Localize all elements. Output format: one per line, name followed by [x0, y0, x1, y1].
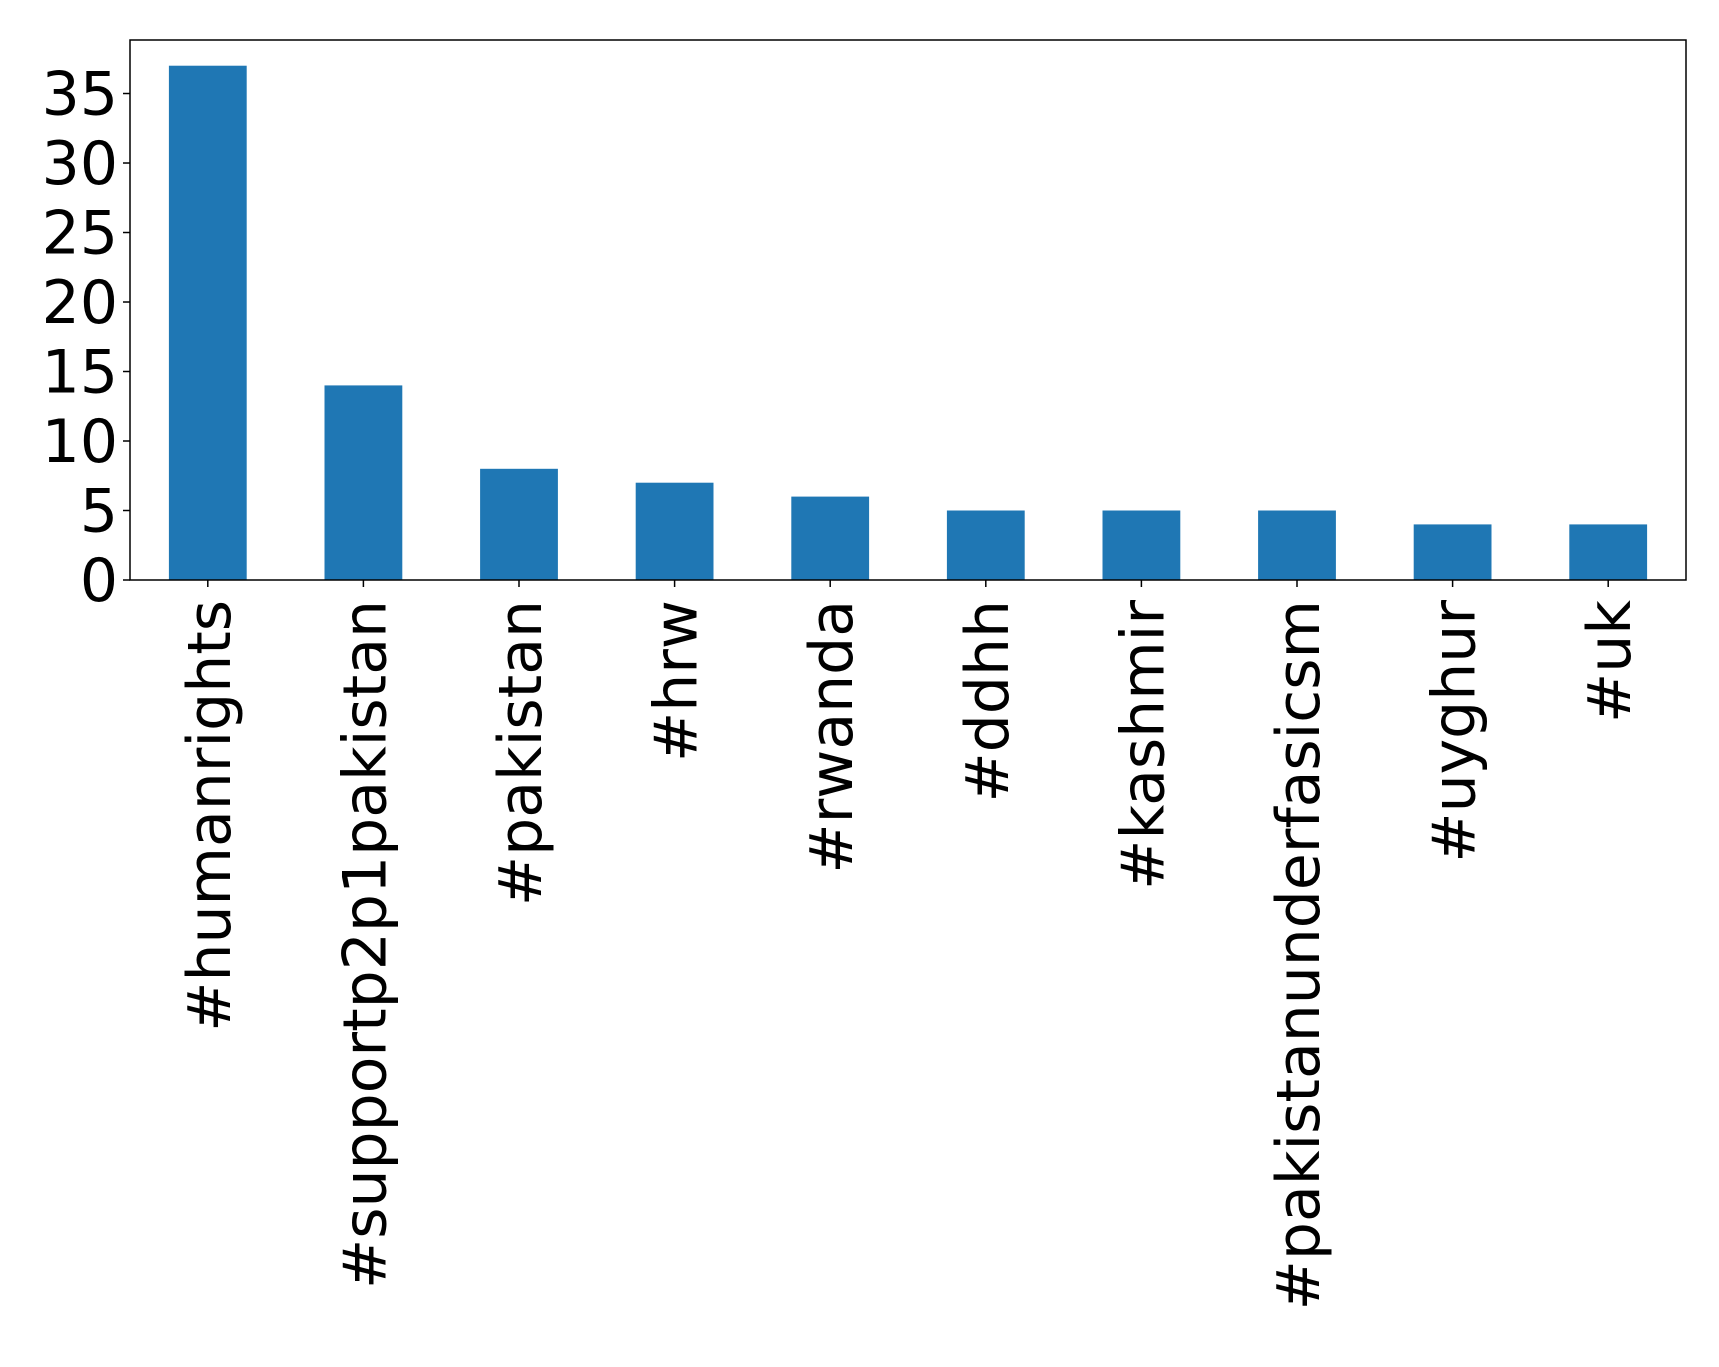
y-tick-label: 0 — [80, 546, 118, 616]
x-tick-label: #ddhh — [953, 600, 1023, 803]
y-tick-label: 25 — [42, 199, 118, 269]
plot-frame — [129, 39, 1687, 581]
y-tick-label: 35 — [42, 60, 118, 130]
x-axis: #humanrights #supportp2p1pakistan #pakista… — [175, 580, 1645, 1310]
x-tick-label: #kashmir — [1108, 600, 1178, 890]
x-tick-label: #uyghur — [1420, 600, 1490, 863]
bar — [1102, 510, 1181, 580]
bar — [168, 65, 247, 580]
y-tick-label: 5 — [80, 477, 118, 547]
bar — [1413, 524, 1492, 580]
bars-layer — [168, 65, 1648, 580]
x-tick-label: #uk — [1575, 600, 1645, 723]
bar — [480, 468, 558, 580]
y-tick-label: 20 — [42, 268, 118, 338]
bar — [1569, 524, 1648, 580]
bar — [324, 385, 403, 580]
x-tick-label: #pakistan — [486, 600, 556, 906]
bar — [1258, 510, 1336, 580]
x-tick-label: #humanrights — [175, 600, 245, 1032]
x-tick-label: #supportp2p1pakistan — [330, 600, 400, 1289]
bar — [791, 496, 870, 580]
x-tick-label: #hrw — [642, 600, 712, 762]
y-tick-label: 10 — [42, 407, 118, 477]
bar — [946, 510, 1025, 580]
y-tick-label: 15 — [42, 338, 118, 408]
x-tick-label: #pakistanunderfasicsm — [1264, 600, 1334, 1310]
y-tick-label: 30 — [42, 129, 118, 199]
bar — [635, 482, 714, 580]
x-tick-label: #rwanda — [797, 600, 867, 874]
